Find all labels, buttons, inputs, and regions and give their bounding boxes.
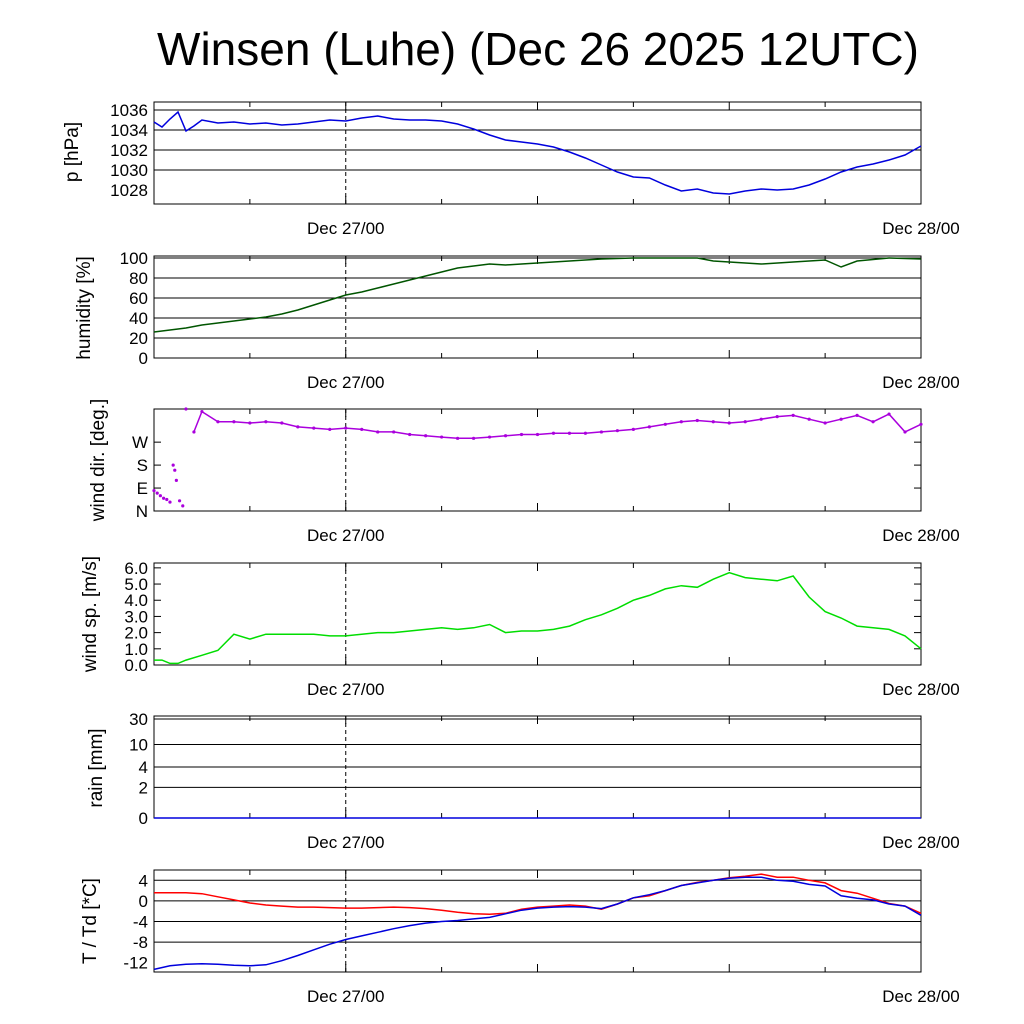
wind-direction-data-point [155, 491, 159, 495]
humidity-xtick-label: Dec 28/00 [882, 373, 960, 392]
pressure-plot-frame [153, 101, 922, 205]
pressure-ytick-label: 1030 [110, 161, 148, 180]
humidity-ytick-label: 80 [129, 269, 148, 288]
rain-ytick-label: 2 [139, 778, 148, 797]
panel-humidity-ylabel: humidity [%] [74, 256, 95, 359]
wind-speed-ytick-label: 1.0 [124, 640, 148, 659]
wind-direction-ytick-label: E [137, 479, 148, 498]
wind-direction-data-point [184, 407, 188, 411]
temperature-xtick-label: Dec 27/00 [307, 987, 385, 1006]
panel-wind-speed: wind sp. [m/s] 0.01.02.03.04.05.06.0 Dec … [80, 556, 960, 699]
temperature-ytick-label: 4 [139, 871, 148, 890]
rain-xtick-label: Dec 27/00 [307, 833, 385, 852]
wind-speed-series-line-1 [154, 571, 922, 665]
wind-speed-xtick-label: Dec 28/00 [882, 680, 960, 699]
rain-ytick-label: 0 [139, 809, 148, 828]
wind-direction-data-point [173, 468, 177, 472]
wind-direction-data-point [152, 489, 156, 493]
humidity-series-line-1 [153, 257, 922, 333]
panel-pressure-ylabel: p [hPa] [62, 122, 83, 182]
pressure-xtick-label: Dec 27/00 [307, 219, 385, 238]
humidity-plot-frame [153, 255, 922, 359]
temperature-ytick-label: -8 [133, 933, 148, 952]
wind-direction-data-point [165, 497, 169, 502]
panel-rain-ylabel: rain [mm] [86, 728, 107, 807]
wind-direction-ytick-label: S [137, 456, 148, 475]
humidity-ytick-label: 20 [129, 329, 148, 348]
pressure-series-line-1 [153, 110, 922, 195]
wind-direction-data-point [168, 500, 172, 504]
panel-rain: rain [mm] 0 24 10 30 Dec 27/00 Dec 28/00 [86, 710, 960, 852]
wind-direction-data-point [171, 463, 175, 467]
panel-temperature-ylabel: T / Td [*C] [80, 878, 101, 964]
humidity-ytick-label: 60 [129, 289, 148, 308]
temperature-series-line-1 [154, 873, 922, 916]
rain-ytick-label: 30 [129, 710, 148, 729]
wind-speed-ytick-label: 2.0 [124, 624, 148, 643]
temperature-ytick-label: 0 [139, 892, 148, 911]
wind-direction-data-point [158, 494, 162, 498]
wind-speed-ytick-label: 5.0 [124, 575, 148, 594]
panel-temperature: T / Td [*C] -12 -8-4 0 4 Dec 27/00 Dec 28/00 [80, 869, 960, 1006]
wind-speed-ytick-label: 4.0 [124, 591, 148, 610]
temperature-ytick-label: -12 [123, 954, 148, 973]
wind-speed-ytick-label: 3.0 [124, 607, 148, 626]
panel-wind-direction-ylabel: wind dir. [deg.] [88, 399, 109, 523]
humidity-xtick-label: Dec 27/00 [307, 373, 385, 392]
wind-direction-series-line [193, 410, 922, 440]
rain-xtick-label: Dec 28/00 [882, 833, 960, 852]
humidity-ytick-label: 40 [129, 309, 148, 328]
pressure-ytick-label: 1034 [110, 121, 148, 140]
wind-direction-plot-frame [153, 408, 922, 512]
wind-speed-ytick-label: 6.0 [124, 559, 148, 578]
wind-direction-ytick-label: W [132, 433, 148, 452]
wind-direction-data-point [177, 499, 182, 503]
wind-direction-xtick-label: Dec 27/00 [307, 526, 385, 545]
humidity-ytick-label: 100 [120, 249, 148, 268]
temperature-series-line-2 [153, 876, 922, 971]
wind-direction-xtick-label: Dec 28/00 [882, 526, 960, 545]
wind-direction-ytick-label: N [136, 502, 148, 521]
panel-wind-speed-ylabel: wind sp. [m/s] [80, 556, 101, 673]
temperature-xtick-label: Dec 28/00 [882, 987, 960, 1006]
humidity-ytick-label: 0 [139, 349, 148, 368]
temperature-plot-frame [153, 869, 922, 973]
wind-direction-data-point [161, 496, 166, 500]
wind-direction-data-point [174, 478, 178, 482]
chart-title: Winsen (Luhe) (Dec 26 2025 12UTC) [157, 23, 919, 75]
rain-ytick-label: 4 [139, 758, 148, 777]
temperature-ytick-label: -4 [133, 913, 148, 932]
pressure-ytick-label: 1028 [110, 181, 148, 200]
wind-direction-data-point [181, 504, 185, 508]
rain-ytick-label: 10 [129, 736, 148, 755]
wind-speed-ytick-label: 0.0 [124, 656, 148, 675]
wind-speed-plot-frame [153, 562, 922, 666]
pressure-ytick-label: 1032 [110, 141, 148, 160]
pressure-xtick-label: Dec 28/00 [882, 219, 960, 238]
pressure-ytick-label: 1036 [110, 101, 148, 120]
wind-speed-xtick-label: Dec 27/00 [307, 680, 385, 699]
